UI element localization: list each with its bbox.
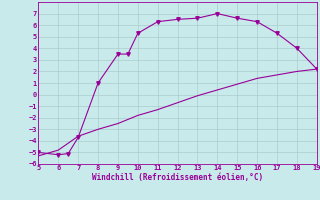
X-axis label: Windchill (Refroidissement éolien,°C): Windchill (Refroidissement éolien,°C) [92, 173, 263, 182]
